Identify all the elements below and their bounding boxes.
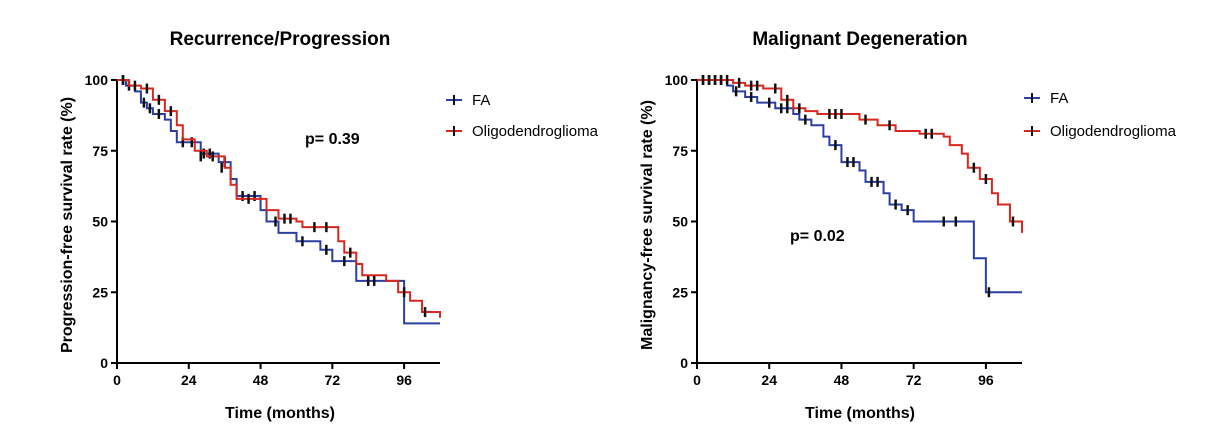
chart-right: Malignant Degeneration Time (months) Mal… <box>639 29 1177 422</box>
x-tick-label: 48 <box>834 372 850 388</box>
series-oligodendroglioma-curve <box>117 79 441 318</box>
y-tick-label: 75 <box>92 143 108 159</box>
y-tick-label: 0 <box>680 355 688 371</box>
series-layer <box>117 75 441 325</box>
x-tick-label: 24 <box>181 372 197 388</box>
x-tick-label: 72 <box>325 372 341 388</box>
p-value: p= 0.39 <box>305 131 360 148</box>
legend-oligo-label: Oligodendroglioma <box>472 123 599 140</box>
plot-area: 0 24 48 72 96 0 25 50 75 100 <box>85 72 441 388</box>
y-axis-label: Malignancy-free survival rate (%) <box>639 100 656 350</box>
x-tick-label: 96 <box>396 372 412 388</box>
series-oligodendroglioma-curve <box>697 79 1023 233</box>
y-tick-label: 100 <box>85 72 109 88</box>
x-tick-label: 48 <box>253 372 269 388</box>
x-tick-label: 0 <box>113 372 121 388</box>
x-tick-label: 0 <box>693 372 701 388</box>
x-axis-label: Time (months) <box>225 405 335 422</box>
chart-title: Malignant Degeneration <box>752 29 967 50</box>
legend: FA Oligodendroglioma <box>446 92 599 140</box>
ticks: 0 24 48 72 96 0 25 50 75 100 <box>665 72 994 388</box>
series-fa-curve <box>117 79 440 325</box>
x-tick-label: 72 <box>906 372 922 388</box>
x-tick-label: 24 <box>761 372 777 388</box>
chart-title: Recurrence/Progression <box>170 29 391 50</box>
plot-area: 0 24 48 72 96 0 25 50 75 100 <box>665 72 1023 388</box>
y-tick-label: 25 <box>672 284 688 300</box>
legend-fa-label: FA <box>472 92 490 109</box>
y-tick-label: 50 <box>672 214 688 230</box>
y-tick-label: 0 <box>100 355 108 371</box>
y-tick-label: 100 <box>665 72 689 88</box>
x-axis-label: Time (months) <box>805 405 915 422</box>
y-tick-label: 50 <box>92 214 108 230</box>
y-tick-label: 75 <box>672 143 688 159</box>
p-value: p= 0.02 <box>790 228 845 245</box>
ticks: 0 24 48 72 96 0 25 50 75 100 <box>85 72 412 388</box>
legend: FA Oligodendroglioma <box>1024 90 1177 140</box>
series-fa-curve <box>697 79 1022 294</box>
x-tick-label: 96 <box>978 372 994 388</box>
y-axis-label: Progression-free survival rate (%) <box>59 97 76 353</box>
chart-left: Recurrence/Progression Time (months) Pro… <box>59 29 599 422</box>
y-tick-label: 25 <box>92 284 108 300</box>
legend-oligo-label: Oligodendroglioma <box>1050 123 1177 140</box>
legend-fa-label: FA <box>1050 90 1068 107</box>
series-layer <box>697 75 1023 298</box>
